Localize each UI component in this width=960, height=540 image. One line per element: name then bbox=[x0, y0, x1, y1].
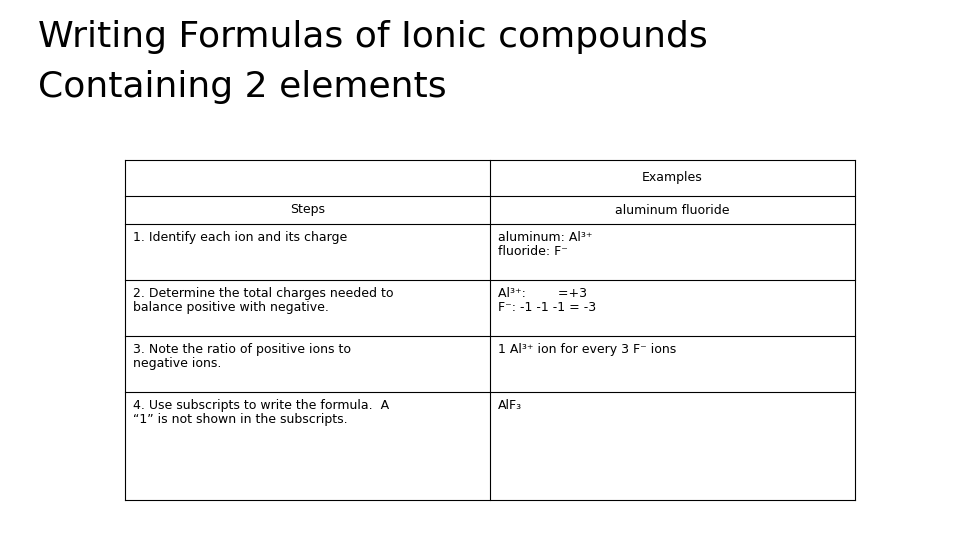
Text: AlF₃: AlF₃ bbox=[498, 399, 522, 412]
Text: Al³⁺:        =+3: Al³⁺: =+3 bbox=[498, 287, 587, 300]
Text: 2. Determine the total charges needed to: 2. Determine the total charges needed to bbox=[133, 287, 394, 300]
Text: “1” is not shown in the subscripts.: “1” is not shown in the subscripts. bbox=[133, 413, 348, 426]
Text: negative ions.: negative ions. bbox=[133, 357, 222, 370]
Text: balance positive with negative.: balance positive with negative. bbox=[133, 301, 329, 314]
Text: Containing 2 elements: Containing 2 elements bbox=[38, 70, 446, 104]
Text: aluminum fluoride: aluminum fluoride bbox=[615, 204, 730, 217]
Text: Examples: Examples bbox=[642, 172, 703, 185]
Text: F⁻: -1 -1 -1 = -3: F⁻: -1 -1 -1 = -3 bbox=[498, 301, 596, 314]
Text: 3. Note the ratio of positive ions to: 3. Note the ratio of positive ions to bbox=[133, 343, 351, 356]
Text: Steps: Steps bbox=[290, 204, 325, 217]
Text: 1 Al³⁺ ion for every 3 F⁻ ions: 1 Al³⁺ ion for every 3 F⁻ ions bbox=[498, 343, 676, 356]
Text: aluminum: Al³⁺: aluminum: Al³⁺ bbox=[498, 231, 592, 244]
Text: 1. Identify each ion and its charge: 1. Identify each ion and its charge bbox=[133, 231, 348, 244]
Text: 4. Use subscripts to write the formula.  A: 4. Use subscripts to write the formula. … bbox=[133, 399, 389, 412]
Text: fluoride: F⁻: fluoride: F⁻ bbox=[498, 245, 568, 258]
Text: Writing Formulas of Ionic compounds: Writing Formulas of Ionic compounds bbox=[38, 20, 708, 54]
